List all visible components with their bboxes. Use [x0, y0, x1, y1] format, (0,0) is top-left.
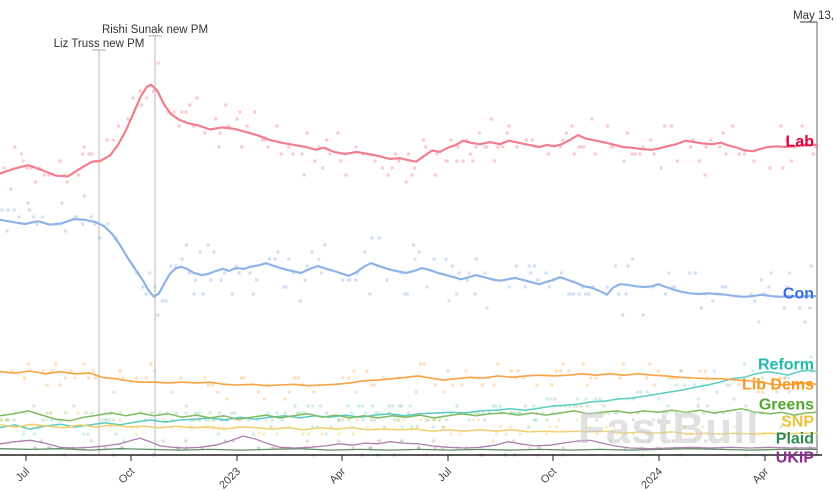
x-tick-label-3: Apr — [328, 465, 349, 486]
x-tick-label-6: 2024 — [639, 466, 665, 491]
x-tick-label-2: 2023 — [217, 466, 243, 491]
event-latest-date: May 13, — [793, 10, 834, 455]
series-lab-dots — [2, 61, 818, 191]
series-con-dots — [0, 194, 814, 324]
event-latest-date-label: May 13, — [793, 10, 834, 22]
series-greens-line — [0, 408, 818, 422]
series-label-con: Con — [783, 286, 814, 303]
series-label-snp: SNP — [781, 414, 814, 431]
series-label-plaid: Plaid — [776, 431, 814, 448]
series-reform-line — [0, 369, 818, 430]
event-liz-truss-label: Liz Truss new PM — [54, 38, 145, 50]
x-tick-label-7: Apr — [751, 465, 772, 486]
series-label-lab: Lab — [786, 134, 815, 151]
event-rishi-sunak-label: Rishi Sunak new PM — [102, 24, 208, 36]
series-label-libdems: Lib Dems — [742, 377, 814, 394]
series-con-line — [0, 218, 819, 298]
x-tick-label-5: Oct — [539, 466, 560, 487]
series-plaid-line — [0, 448, 818, 451]
x-tick-label-4: Jul — [436, 466, 454, 484]
series-label-ukip: UKIP — [776, 450, 815, 467]
series-greens-dots — [0, 397, 805, 429]
event-rishi-sunak: Rishi Sunak new PM — [102, 24, 208, 455]
series-lab-line — [0, 83, 819, 178]
series-libdems-dots — [10, 362, 814, 401]
event-liz-truss: Liz Truss new PM — [54, 38, 145, 455]
series-libdems-line — [0, 370, 818, 387]
x-tick-label-1: Oct — [117, 466, 138, 487]
series-label-reform: Reform — [758, 357, 814, 374]
series-snp-line — [0, 423, 818, 435]
series-ukip-line — [0, 435, 818, 450]
x-tick-label-0: Jul — [14, 466, 32, 484]
series-label-greens: Greens — [759, 397, 814, 414]
